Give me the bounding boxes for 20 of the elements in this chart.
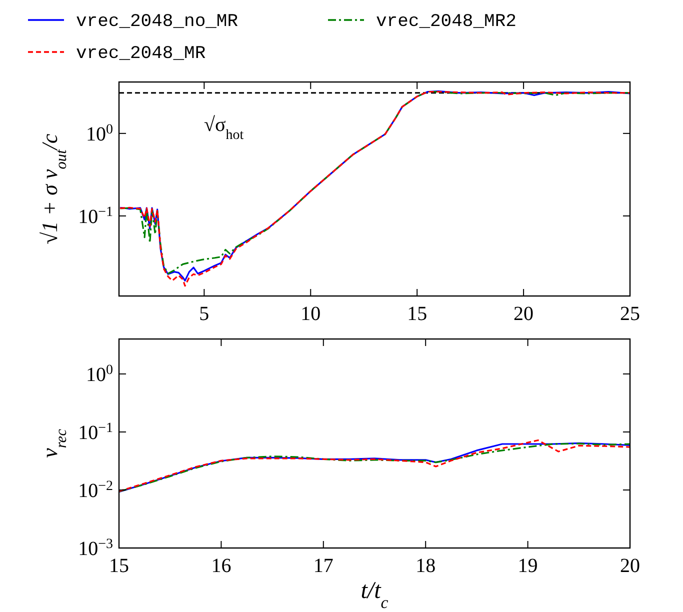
x-tick-label: 20 xyxy=(620,555,640,577)
legend-label: vrec_2048_no_MR xyxy=(76,12,238,32)
x-tick-label: 15 xyxy=(407,303,428,325)
x-tick-label: 5 xyxy=(199,303,210,325)
x-tick-label: 19 xyxy=(518,555,538,577)
y-tick-label: 10$^{0}$ xyxy=(86,122,113,146)
x-tick-label: 17 xyxy=(313,555,334,577)
x-tick-label: 16 xyxy=(211,555,232,577)
x-tick-label: 18 xyxy=(416,555,436,577)
x-axis-title: t/t$_{c}$ xyxy=(360,578,389,612)
x-tick-label: 10 xyxy=(300,303,321,325)
ref-line-label: √σ$_{hot}$ xyxy=(204,114,244,142)
y-tick-label: 10$^{−1}$ xyxy=(78,204,113,228)
legend-label: vrec_2048_MR xyxy=(76,44,206,64)
y-tick-label: 10$^{−1}$ xyxy=(78,420,113,444)
x-tick-label: 25 xyxy=(620,303,640,325)
x-tick-label: 20 xyxy=(514,303,534,325)
y-tick-label: 10$^{0}$ xyxy=(86,362,113,386)
y-tick-label: 10$^{−2}$ xyxy=(78,478,113,502)
legend-label: vrec_2048_MR2 xyxy=(376,12,516,32)
